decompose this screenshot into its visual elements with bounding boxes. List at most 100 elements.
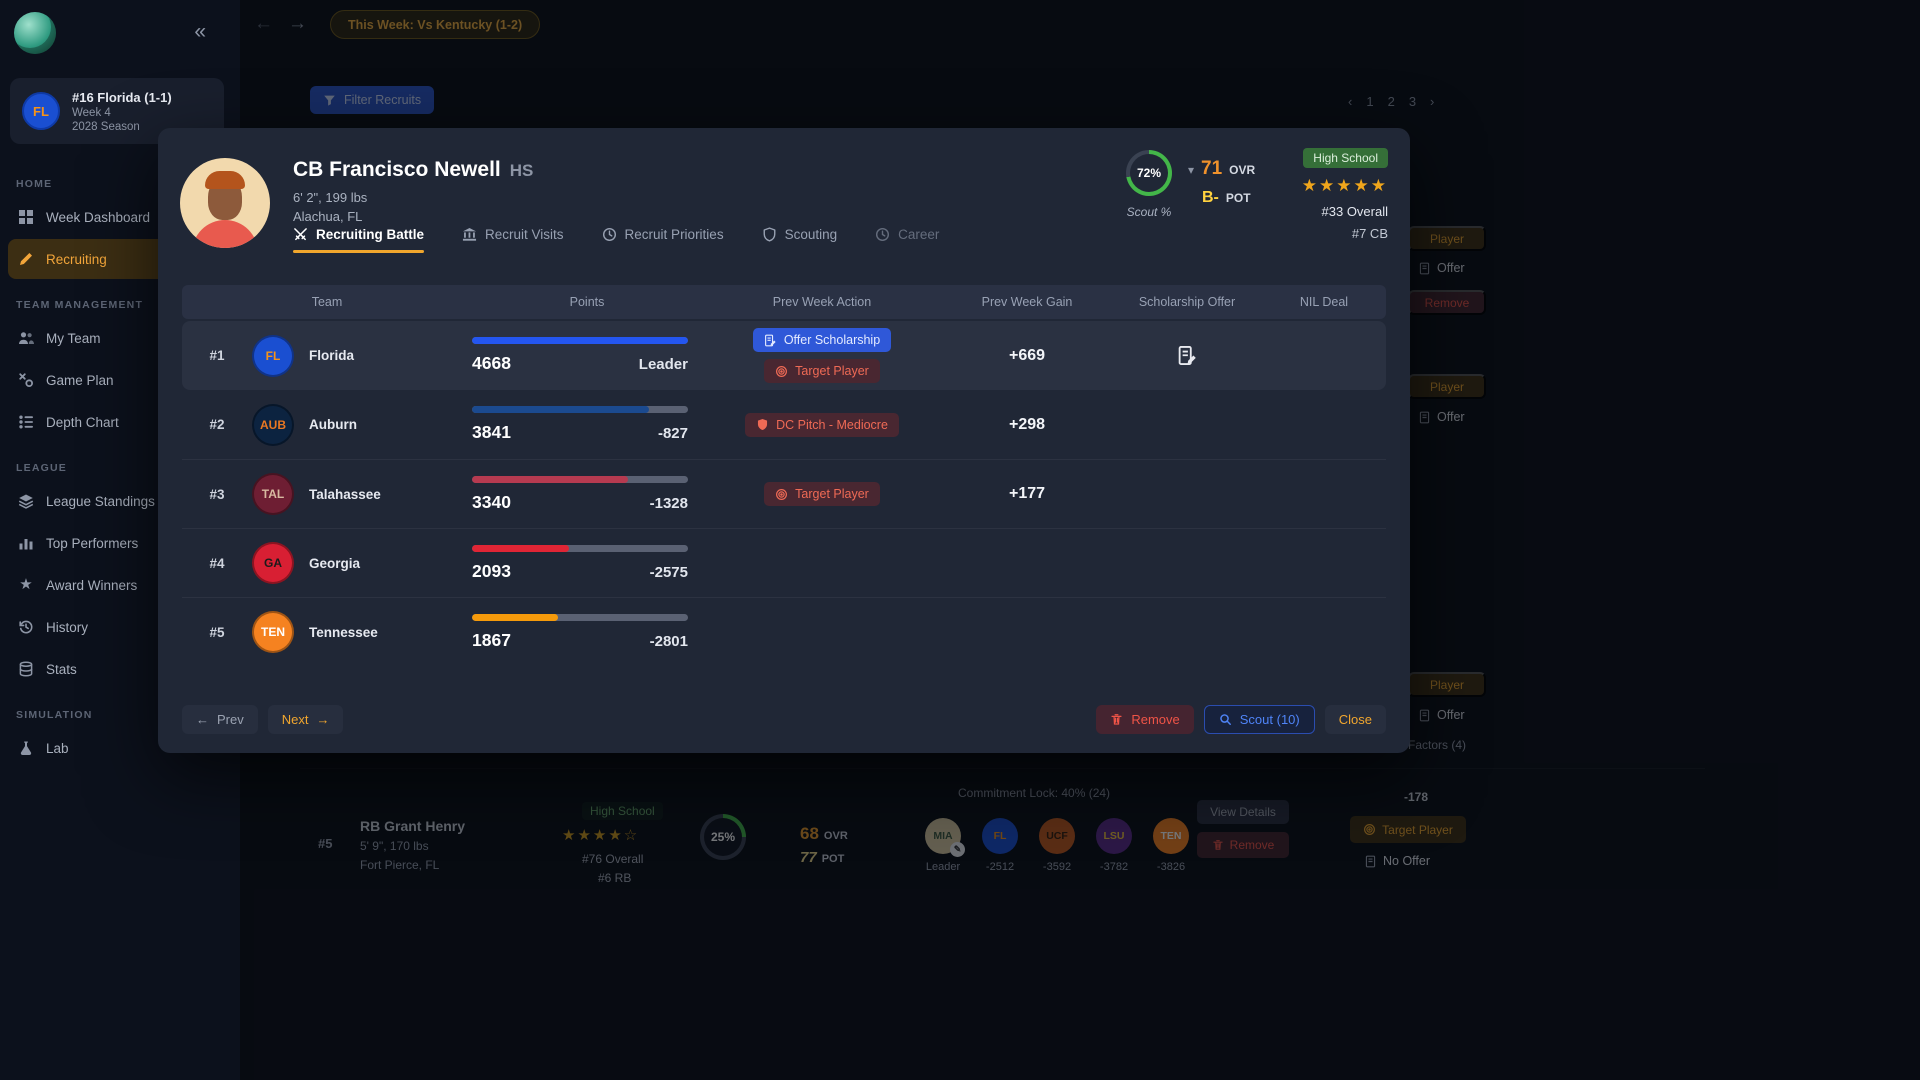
tab-label: Scouting (784, 227, 838, 242)
history-clock-icon (19, 620, 33, 634)
tab-recruiting-battle[interactable]: Recruiting Battle (293, 227, 425, 253)
modal-footer: ← Prev Next → Remove Scout (10) Close (182, 705, 1386, 734)
tab-recruit-visits[interactable]: Recruit Visits (462, 227, 564, 253)
points-bar-track (472, 337, 688, 344)
sidebar-item-label: Lab (46, 740, 69, 756)
points-bar-fill (472, 544, 570, 552)
sidebar-item-label: Game Plan (46, 372, 114, 388)
remove-recruit-button[interactable]: Remove (1096, 705, 1194, 734)
pot-value: B- (1202, 189, 1219, 206)
arrow-right-icon: → (316, 712, 330, 727)
battle-row-georgia[interactable]: #4 GA Georgia 2093 -2575 (182, 528, 1386, 597)
bar-chart-icon (19, 539, 33, 550)
team-name: Georgia (309, 555, 361, 571)
target-player-button[interactable]: Target Player (764, 359, 880, 383)
sidebar-item-label: My Team (46, 330, 101, 346)
battle-row-florida[interactable]: #1 FL Florida 4668 Leader Offer Scholarsh… (182, 321, 1386, 390)
search-icon (1219, 714, 1231, 725)
scholarship-doc-icon (764, 334, 776, 346)
database-icon (19, 661, 33, 677)
points-value: 1867 (472, 629, 511, 650)
points-delta: -2801 (649, 632, 688, 650)
tab-recruit-priorities[interactable]: Recruit Priorities (602, 227, 724, 253)
sidebar-item-label: Stats (46, 661, 77, 677)
flask-icon (20, 741, 32, 755)
clock-icon (602, 227, 616, 242)
action-label: Target Player (795, 364, 869, 378)
team-card[interactable]: FL #16 Florida (1-1) Week 4 2028 Season (10, 78, 224, 144)
campus-building-icon (462, 227, 477, 241)
team-logo-aub: AUB (252, 403, 294, 446)
battle-row-tennessee[interactable]: #5 TEN Tennessee 1867 -2801 (182, 597, 1386, 666)
pot-row: B- POT (1188, 189, 1255, 207)
prev-recruit-button[interactable]: ← Prev (182, 705, 258, 734)
section-home: HOME (16, 178, 53, 190)
prev-week-action-cell: Offer Scholarship Target Player (702, 328, 942, 383)
ovr-label: OVR (1229, 163, 1256, 177)
battle-row-talahassee[interactable]: #3 TAL Talahassee 3340 -1328 Target Playe… (182, 459, 1386, 528)
sidebar-item-depth-chart[interactable]: Depth Chart (8, 402, 232, 442)
tab-label: Career (898, 227, 940, 242)
sidebar-item-label: History (46, 619, 89, 635)
offer-scholarship-button[interactable]: Offer Scholarship (752, 328, 892, 352)
dc-pitch-badge[interactable]: DC Pitch - Mediocre (745, 412, 899, 437)
scout-label: Scout (10) (1239, 712, 1300, 727)
tab-career[interactable]: Career (875, 227, 939, 253)
col-prev-week-action: Prev Week Action (772, 295, 872, 309)
chevron-down-icon[interactable]: ▾ (1188, 163, 1195, 177)
sidebar-nav: HOME Week Dashboard Recruiting TEAM MANA… (0, 158, 240, 770)
target-player-badge[interactable]: Target Player (764, 482, 880, 506)
tab-label: Recruiting Battle (316, 227, 425, 242)
player-ratings: ▾ 71 OVR B- POT (1188, 158, 1255, 216)
col-scholarship-offer: Scholarship Offer (1138, 295, 1236, 309)
sidebar-item-stats[interactable]: Stats (8, 649, 232, 689)
points-bar-track (472, 475, 688, 483)
player-name: CB Francisco Newell HS (293, 158, 533, 182)
sidebar-item-label: Top Performers (46, 535, 139, 551)
points-cell: 2093 -2575 (472, 544, 702, 582)
battle-row-auburn[interactable]: #2 AUB Auburn 3841 -827 DC Pitch - Medioc… (182, 390, 1386, 459)
sidebar-item-week-dashboard[interactable]: Week Dashboard (8, 197, 232, 237)
recruit-detail-modal: CB Francisco Newell HS 6' 2", 199 lbs Ala… (158, 128, 1410, 753)
points-delta: Leader (638, 356, 688, 373)
team-logo-ten: TEN (252, 611, 294, 653)
points-delta: -1328 (649, 494, 688, 512)
next-recruit-button[interactable]: Next → (267, 705, 344, 734)
team-name: Talahassee (309, 486, 381, 502)
school-level-badge: High School (1303, 148, 1388, 168)
arrow-left-icon: ← (196, 712, 209, 727)
trash-icon (1111, 714, 1122, 725)
sidebar-item-history[interactable]: History (8, 607, 232, 647)
close-modal-button[interactable]: Close (1324, 705, 1386, 734)
sidebar-item-award-winners[interactable]: ★ Award Winners (8, 565, 232, 605)
points-bar-fill (472, 337, 688, 344)
sidebar-collapse-button[interactable]: « (194, 20, 206, 43)
scout-percent-label: Scout % (1126, 205, 1172, 219)
prev-week-action-cell: Target Player (702, 482, 942, 506)
next-label: Next (281, 712, 309, 727)
layers-icon (18, 494, 34, 509)
remove-label: Remove (1131, 712, 1180, 727)
sidebar-item-my-team[interactable]: My Team (8, 318, 232, 358)
sidebar-item-top-performers[interactable]: Top Performers (8, 523, 232, 563)
app-logo[interactable] (14, 12, 56, 54)
scout-progress: 72% Scout % (1121, 150, 1177, 219)
tab-label: Recruit Visits (485, 227, 564, 242)
scout-button[interactable]: Scout (10) (1203, 705, 1315, 734)
points-bar-track (472, 613, 688, 621)
career-clock-icon (876, 227, 890, 242)
team-abbr: FL (33, 103, 49, 119)
sidebar-item-game-plan[interactable]: Game Plan (8, 360, 232, 400)
sidebar-item-league-standings[interactable]: League Standings (8, 481, 232, 521)
team-week: Week 4 (72, 106, 111, 119)
prev-week-gain: +177 (1008, 485, 1046, 502)
player-rank-block: High School ★★★★★ #33 Overall #7 CB (1302, 148, 1388, 241)
player-avatar (180, 158, 270, 248)
sidebar-item-label: League Standings (46, 493, 155, 509)
grid-icon (19, 210, 33, 224)
modal-tabs: Recruiting Battle Recruit Visits Recruit… (293, 227, 939, 253)
points-delta: -2575 (649, 563, 688, 581)
points-bar-fill (472, 406, 650, 413)
scout-percent: 72% (1130, 154, 1168, 192)
tab-scouting[interactable]: Scouting (762, 227, 838, 253)
